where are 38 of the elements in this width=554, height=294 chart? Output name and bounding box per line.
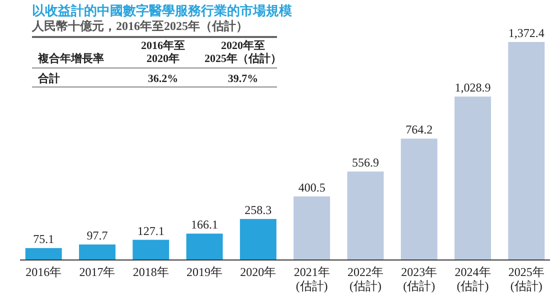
data-label: 127.1 (137, 224, 164, 238)
bar (400, 138, 438, 260)
data-label: 1,028.9 (454, 80, 491, 95)
data-label: 75.1 (33, 232, 54, 246)
data-label: 764.2 (406, 122, 433, 137)
data-label: 166.1 (191, 218, 218, 232)
bar (79, 244, 116, 260)
x-tick-label: 2018年 (132, 265, 169, 279)
annotation: 2016年至 2020年 (141, 39, 185, 65)
annotation: 2020年至 2025年（估計） (204, 39, 282, 65)
data-label: 258.3 (244, 202, 272, 217)
annotation: 39.7% (228, 73, 258, 85)
bar (347, 172, 384, 260)
annotation: 合計 (37, 72, 60, 85)
x-tick-label: 2017年 (79, 265, 116, 279)
data-label: 400.5 (298, 180, 326, 194)
x-tick-label: 2024年 (估計) (454, 265, 491, 293)
x-tick-label: 2025年 (估計) (508, 265, 544, 293)
bar (25, 248, 62, 260)
x-tick-label: 2016年 (26, 265, 62, 279)
x-tick-label: 2023年 (估計) (401, 265, 438, 293)
bar (294, 196, 330, 260)
x-tick-label: 2021年 (估計) (294, 265, 330, 293)
data-label: 97.7 (86, 228, 108, 242)
annotation: 複合年增長率 (37, 52, 104, 65)
x-tick-label: 2019年 (186, 265, 223, 279)
bar (240, 218, 276, 260)
x-tick-label: 2020年 (240, 265, 276, 279)
chart-title: 以收益計的中國數字醫學服務行業的市場規模 (32, 3, 292, 18)
bar (508, 42, 545, 260)
bar (186, 234, 223, 260)
x-tick-label: 2022年 (估計) (347, 265, 384, 293)
bar (454, 96, 491, 260)
data-label: 1,372.4 (508, 26, 544, 40)
annotation: 36.2% (148, 73, 178, 85)
data-label: 556.9 (352, 156, 379, 170)
bar (132, 240, 170, 260)
chart-subtitle: 人民幣十億元，2016年至2025年（估計） (31, 19, 248, 33)
